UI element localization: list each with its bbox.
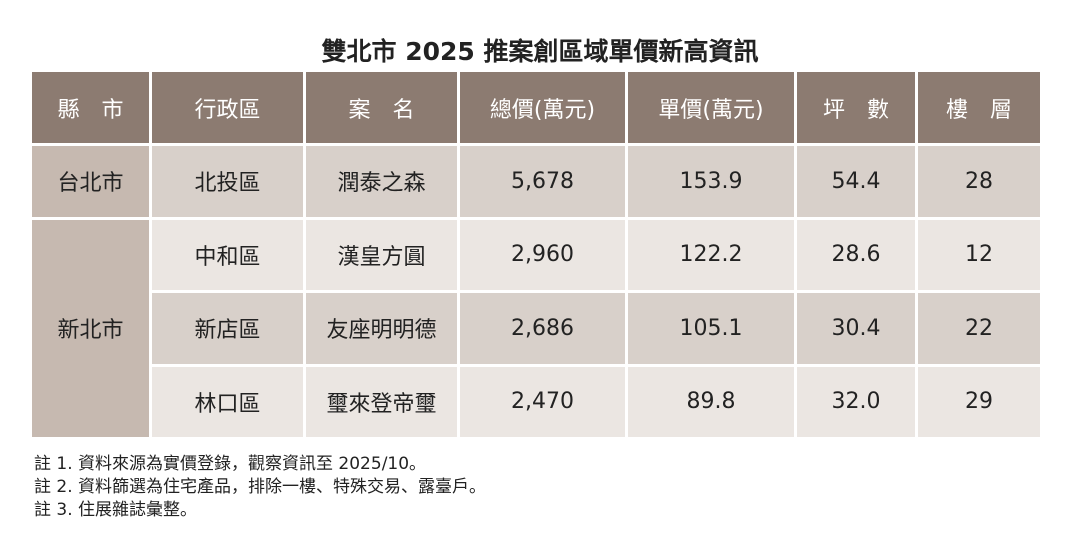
county-cell: 台北市 [32, 146, 149, 217]
header-cell: 案 名 [306, 72, 457, 143]
table-cell: 2,470 [460, 366, 625, 437]
table-cell: 林口區 [152, 366, 303, 437]
header-cell: 縣 市 [32, 72, 149, 143]
table-cell: 30.4 [797, 293, 915, 364]
table-cell: 北投區 [152, 146, 303, 217]
table-cell: 22 [918, 293, 1040, 364]
table-cell: 潤泰之森 [306, 146, 457, 217]
table-cell: 122.2 [628, 219, 794, 290]
note: 註 2. 資料篩選為住宅產品，排除一樓、特殊交易、露臺戶。 [34, 477, 487, 497]
table-cell: 新店區 [152, 293, 303, 364]
header-cell: 樓 層 [918, 72, 1040, 143]
table-cell: 54.4 [797, 146, 915, 217]
table-cell: 中和區 [152, 219, 303, 290]
table-cell: 105.1 [628, 293, 794, 364]
header-cell: 單價(萬元) [628, 72, 794, 143]
table-cell: 友座明明德 [306, 293, 457, 364]
table-cell: 2,686 [460, 293, 625, 364]
county-cell: 新北市 [32, 219, 149, 437]
table-cell: 28.6 [797, 219, 915, 290]
title: 雙北市 2025 推案創區域單價新高資訊 [321, 37, 759, 66]
table-cell: 29 [918, 366, 1040, 437]
table-cell: 2,960 [460, 219, 625, 290]
table-cell: 12 [918, 219, 1040, 290]
note: 註 3. 住展雜誌彙整。 [34, 500, 198, 520]
header-cell: 行政區 [152, 72, 303, 143]
header-cell: 總價(萬元) [460, 72, 625, 143]
table-cell: 5,678 [460, 146, 625, 217]
table-cell: 32.0 [797, 366, 915, 437]
table-cell: 89.8 [628, 366, 794, 437]
header-cell: 坪 數 [797, 72, 915, 143]
table-cell: 28 [918, 146, 1040, 217]
table-cell: 漢皇方圓 [306, 219, 457, 290]
note: 註 1. 資料來源為實價登錄，觀察資訊至 2025/10。 [34, 454, 427, 474]
table-cell: 153.9 [628, 146, 794, 217]
table-cell: 璽來登帝璽 [306, 366, 457, 437]
